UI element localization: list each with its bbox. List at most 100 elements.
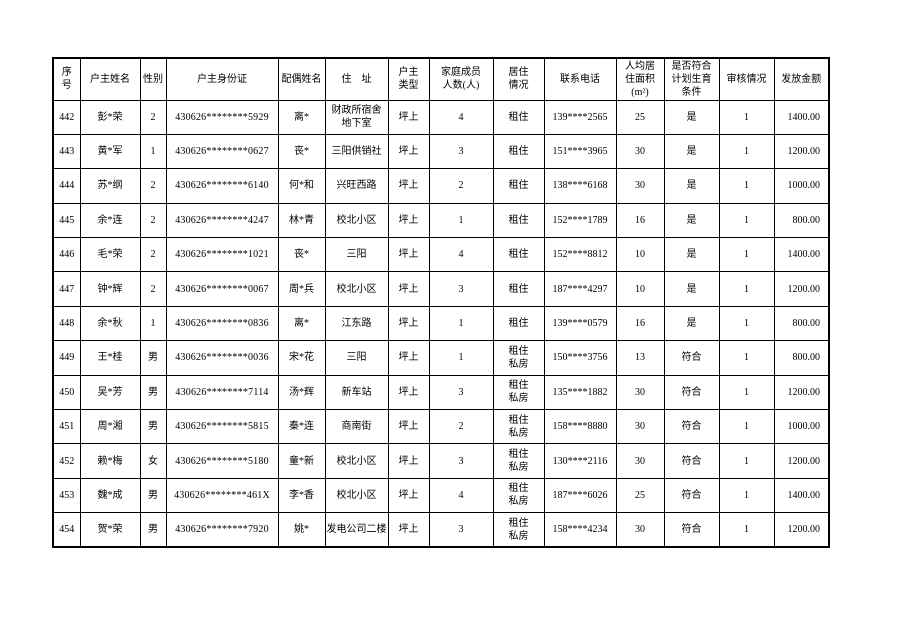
cell-address: 校北小区: [324, 271, 389, 307]
cell-phone: 158****4234: [543, 512, 617, 548]
table-row: 445 余*连 2 430626********4247 林*青 校北小区 坪上 1 租住 152…: [52, 202, 830, 239]
column-header-area: 人均居 住面积 (m²): [615, 57, 665, 101]
cell-gender: 2: [139, 271, 167, 307]
cell-area: 30: [615, 512, 665, 548]
cell-name: 贺*荣: [79, 512, 141, 548]
cell-phone: 130****2116: [543, 443, 617, 479]
cell-spouse: 宋*花: [277, 340, 326, 376]
cell-seq: 444: [52, 168, 81, 204]
cell-area: 25: [615, 99, 665, 135]
cell-planning: 符合: [663, 340, 720, 376]
cell-planning: 符合: [663, 409, 720, 445]
cell-living: 租住 私房: [492, 443, 545, 479]
table-row: 444 苏*纲 2 430626********6140 何*和 兴旺西路 坪上 2 租住 138…: [52, 168, 830, 204]
cell-address: 三阳: [324, 340, 389, 376]
cell-amount: 1200.00: [773, 271, 830, 307]
cell-type: 坪上: [387, 374, 430, 411]
cell-area: 13: [615, 340, 665, 376]
cell-phone: 187****4297: [543, 271, 617, 307]
cell-type: 坪上: [387, 443, 430, 479]
cell-gender: 2: [139, 168, 167, 204]
cell-id: 430626********0836: [165, 305, 279, 342]
cell-type: 坪上: [387, 340, 430, 376]
cell-planning: 符合: [663, 443, 720, 479]
cell-spouse: 秦*连: [277, 409, 326, 445]
cell-members: 1: [428, 202, 494, 239]
cell-name: 余*秋: [79, 305, 141, 342]
cell-area: 10: [615, 271, 665, 307]
cell-seq: 451: [52, 409, 81, 445]
cell-living: 租住 私房: [492, 477, 545, 514]
cell-gender: 2: [139, 237, 167, 273]
cell-gender: 男: [139, 340, 167, 376]
column-header-review: 审核情况: [718, 57, 775, 101]
cell-members: 1: [428, 340, 494, 376]
cell-spouse: 何*和: [277, 168, 326, 204]
cell-phone: 135****1882: [543, 374, 617, 411]
cell-area: 16: [615, 305, 665, 342]
cell-area: 30: [615, 168, 665, 204]
cell-living: 租住: [492, 271, 545, 307]
cell-area: 16: [615, 202, 665, 239]
cell-amount: 1400.00: [773, 237, 830, 273]
cell-members: 3: [428, 133, 494, 170]
cell-name: 吴*芳: [79, 374, 141, 411]
cell-gender: 男: [139, 374, 167, 411]
cell-name: 赖*梅: [79, 443, 141, 479]
cell-planning: 符合: [663, 512, 720, 548]
column-header-name: 户主姓名: [79, 57, 141, 101]
cell-planning: 是: [663, 99, 720, 135]
cell-name: 毛*荣: [79, 237, 141, 273]
table-row: 454 贺*荣男 430626********7920 姚* 发电公司二楼 坪上 3 租住 私…: [52, 512, 830, 548]
cell-amount: 1400.00: [773, 99, 830, 135]
cell-amount: 1400.00: [773, 477, 830, 514]
column-header-members: 家庭成员 人数(人): [428, 57, 494, 101]
cell-type: 坪上: [387, 99, 430, 135]
cell-type: 坪上: [387, 133, 430, 170]
cell-spouse: 丧*: [277, 133, 326, 170]
cell-amount: 1000.00: [773, 409, 830, 445]
cell-review: 1: [718, 477, 775, 514]
table-row: 442 彭*荣 2 430626********5929 离* 财政所宿舍 地下室 坪上 4 租…: [52, 99, 830, 135]
cell-amount: 1200.00: [773, 374, 830, 411]
cell-gender: 男: [139, 477, 167, 514]
cell-gender: 1: [139, 305, 167, 342]
cell-living: 租住: [492, 99, 545, 135]
cell-seq: 447: [52, 271, 81, 307]
cell-planning: 是: [663, 133, 720, 170]
cell-planning: 是: [663, 237, 720, 273]
cell-phone: 150****3756: [543, 340, 617, 376]
cell-living: 租住 私房: [492, 409, 545, 445]
cell-phone: 152****1789: [543, 202, 617, 239]
cell-seq: 452: [52, 443, 81, 479]
cell-id: 430626********7920: [165, 512, 279, 548]
cell-seq: 448: [52, 305, 81, 342]
cell-spouse: 林*青: [277, 202, 326, 239]
cell-review: 1: [718, 202, 775, 239]
table-row: 453 魏*成男 430626********461X 李*香 校北小区 坪上 4 租住 私房…: [52, 477, 830, 514]
cell-seq: 446: [52, 237, 81, 273]
cell-id: 430626********1021: [165, 237, 279, 273]
cell-spouse: 周*兵: [277, 271, 326, 307]
cell-review: 1: [718, 271, 775, 307]
cell-type: 坪上: [387, 477, 430, 514]
column-header-amount: 发放金额: [773, 57, 830, 101]
cell-type: 坪上: [387, 409, 430, 445]
cell-members: 4: [428, 99, 494, 135]
cell-phone: 138****6168: [543, 168, 617, 204]
cell-planning: 是: [663, 305, 720, 342]
cell-area: 30: [615, 374, 665, 411]
cell-address: 江东路: [324, 305, 389, 342]
cell-planning: 是: [663, 202, 720, 239]
cell-members: 3: [428, 374, 494, 411]
cell-review: 1: [718, 512, 775, 548]
cell-seq: 450: [52, 374, 81, 411]
cell-seq: 442: [52, 99, 81, 135]
cell-name: 黄*军: [79, 133, 141, 170]
cell-review: 1: [718, 443, 775, 479]
cell-members: 4: [428, 477, 494, 514]
cell-type: 坪上: [387, 271, 430, 307]
cell-members: 1: [428, 305, 494, 342]
cell-id: 430626********7114: [165, 374, 279, 411]
